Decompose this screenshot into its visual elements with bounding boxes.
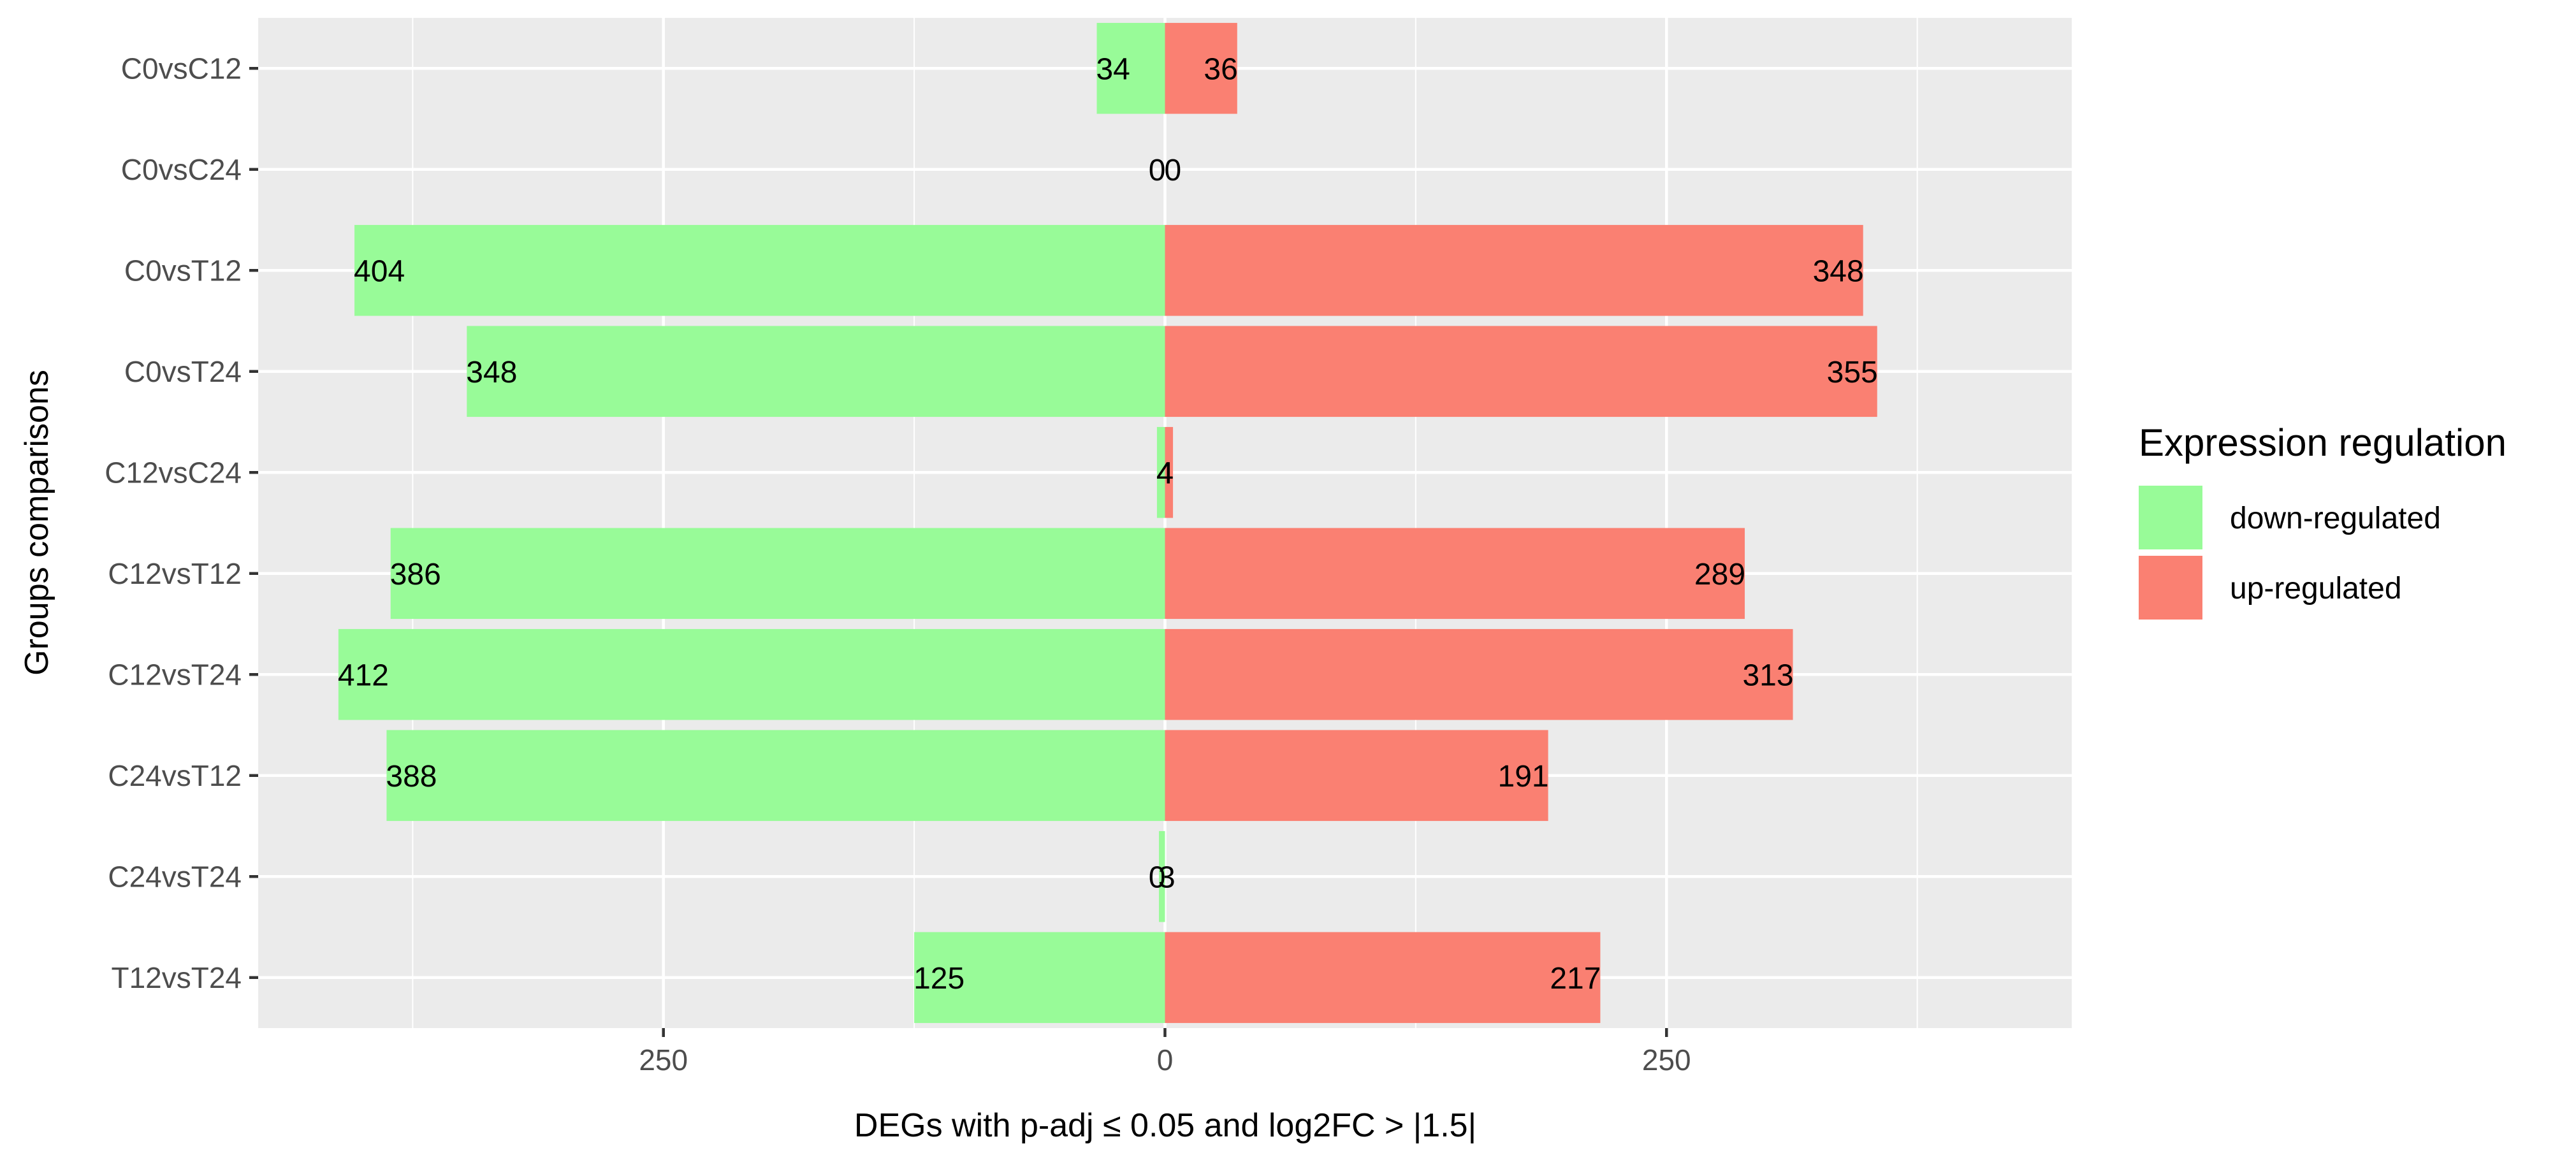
- data-label-up-regulated-C0vsT24: 355: [1827, 356, 1878, 389]
- data-label-up-regulated-C12vsT12: 289: [1694, 558, 1745, 591]
- data-label-down-regulated-C0vsC12: 34: [1096, 52, 1130, 86]
- bar-down-regulated-C12vsT24: [338, 628, 1165, 720]
- x-axis: 250 0 250: [639, 1028, 1691, 1077]
- bar-up-regulated-C12vsT12: [1165, 528, 1745, 620]
- legend-title: Expression regulation: [2139, 421, 2507, 464]
- data-label-down-regulated-C0vsC24: 0: [1165, 154, 1182, 187]
- legend: Expression regulation down-regulated up-…: [2139, 421, 2507, 620]
- y-tick-label-C12vsT24: C12vsT24: [108, 658, 242, 691]
- bar-up-regulated-C12vsT24: [1165, 628, 1793, 720]
- data-label-up-regulated-C12vsC24: 4: [1156, 456, 1174, 490]
- grid-minor: [412, 18, 1918, 1028]
- bar-down-regulated-C0vsT12: [354, 224, 1165, 316]
- legend-key-up-regulated: [2139, 556, 2202, 620]
- y-tick-label-C0vsT24: C0vsT24: [124, 355, 242, 388]
- bar-up-regulated-T12vsT24: [1165, 932, 1601, 1024]
- data-label-up-regulated-C0vsC24: 0: [1149, 154, 1166, 187]
- bar-up-regulated-C0vsT12: [1165, 224, 1863, 316]
- bar-down-regulated-C24vsT24: [1159, 830, 1165, 922]
- y-tick-label-C0vsC12: C0vsC12: [121, 52, 242, 85]
- data-label-down-regulated-C12vsT12: 386: [390, 558, 441, 591]
- data-label-up-regulated-C0vsT12: 348: [1813, 254, 1864, 288]
- x-tick-label: 250: [1642, 1043, 1691, 1077]
- y-tick-label-C24vsT12: C24vsT12: [108, 759, 242, 792]
- data-label-up-regulated-C0vsC12: 36: [1204, 52, 1237, 86]
- legend-label-down-regulated: down-regulated: [2230, 502, 2441, 535]
- y-axis-title: Groups comparisons: [18, 370, 55, 676]
- bar-down-regulated-C0vsT24: [467, 326, 1165, 417]
- data-label-up-regulated-C24vsT12: 191: [1498, 760, 1549, 794]
- data-label-down-regulated-C0vsT12: 404: [354, 254, 405, 288]
- y-tick-label-C12vsC24: C12vsC24: [105, 456, 242, 489]
- bar-up-regulated-C0vsT24: [1165, 326, 1877, 417]
- legend-key-down-regulated: [2139, 486, 2202, 549]
- x-axis-title: DEGs with p-adj ≤ 0.05 and log2FC > |1.5…: [854, 1107, 1476, 1144]
- x-tick-label: 250: [639, 1043, 688, 1077]
- y-axis: C0vsC12 C0vsC24 C0vsT12 C0vsT24 C12vsC24 C12v…: [105, 52, 258, 994]
- bars: [338, 22, 1877, 1024]
- x-tick-label: 0: [1157, 1043, 1174, 1077]
- bar-down-regulated-T12vsT24: [914, 932, 1165, 1024]
- bar-down-regulated-C24vsT12: [386, 730, 1165, 822]
- bar-down-regulated-C0vsC12: [1096, 22, 1165, 114]
- data-label-up-regulated-C24vsT24: 0: [1149, 860, 1166, 894]
- data-label-down-regulated-C12vsT24: 412: [338, 658, 389, 692]
- legend-label-up-regulated: up-regulated: [2230, 572, 2402, 605]
- bar-down-regulated-C12vsC24: [1156, 426, 1165, 518]
- bar-up-regulated-C12vsC24: [1165, 426, 1174, 518]
- data-label-down-regulated-C12vsC24: 4: [1156, 456, 1174, 490]
- data-label-down-regulated-T12vsT24: 125: [913, 962, 964, 996]
- data-label-down-regulated-C24vsT12: 388: [386, 760, 437, 794]
- y-tick-label-C0vsT12: C0vsT12: [124, 254, 242, 287]
- y-tick-label-C0vsC24: C0vsC24: [121, 153, 242, 186]
- bar-up-regulated-C24vsT12: [1165, 730, 1548, 822]
- bar-down-regulated-C12vsT12: [390, 528, 1165, 620]
- y-tick-label-C12vsT12: C12vsT12: [108, 557, 242, 590]
- data-label-down-regulated-C24vsT24: 3: [1158, 860, 1175, 894]
- data-label-down-regulated-C0vsT24: 348: [466, 356, 517, 389]
- bar-up-regulated-C0vsC12: [1165, 22, 1237, 114]
- data-label-up-regulated-C12vsT24: 313: [1742, 658, 1793, 692]
- data-label-up-regulated-T12vsT24: 217: [1550, 962, 1601, 996]
- y-tick-label-T12vsT24: T12vsT24: [111, 961, 242, 994]
- y-tick-label-C24vsT24: C24vsT24: [108, 860, 242, 893]
